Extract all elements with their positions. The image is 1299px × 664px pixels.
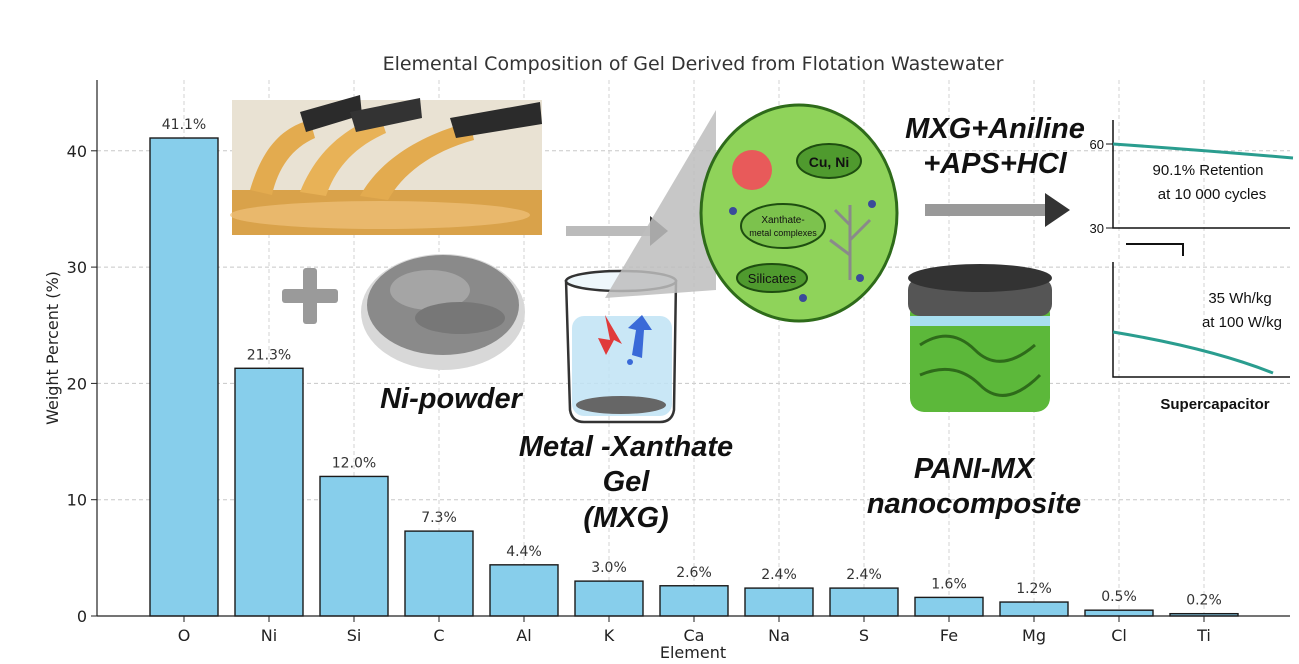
energy-graph: 35 Wh/kg at 100 W/kg Supercapacitor [1112, 262, 1290, 413]
bar-s [829, 587, 899, 617]
x-tick-label-s: S [859, 626, 869, 645]
y-tick-label: 10 [67, 491, 87, 510]
value-labels: 41.1% 21.3% 12.0% 7.3% 4.4% 3.0% 2.6% 2.4% 2.4% 1… [162, 117, 1222, 609]
x-tick-label-c: C [433, 626, 444, 645]
value-label-k: 3.0% [591, 560, 627, 576]
bar-c [404, 530, 474, 617]
value-label-ni: 21.3% [247, 347, 291, 363]
cell-label-silicates: Silicates [748, 271, 797, 286]
x-tick-label-si: Si [347, 626, 362, 645]
x-tick-label-o: O [178, 626, 191, 645]
x-tick-label-mg: Mg [1022, 626, 1046, 645]
bar-series [149, 137, 1239, 617]
retention-tick-30: 30 [1090, 221, 1104, 236]
y-tick-label: 0 [77, 607, 87, 626]
gel-cell-zoom-illustration: Cu, Ni Xanthate- metal complexes Silicat… [605, 103, 899, 323]
value-label-al: 4.4% [506, 544, 542, 560]
x-tick-label-ni: Ni [261, 626, 277, 645]
bar-al [489, 564, 559, 617]
bar-k [574, 580, 644, 617]
mxg-label-line3: (MXG) [583, 501, 669, 534]
value-label-s: 2.4% [846, 567, 882, 583]
mxg-label-line2: Gel [602, 466, 650, 499]
retention-text-line1: 90.1% Retention [1153, 162, 1264, 179]
bar-fe [914, 596, 984, 617]
cell-label-cu-ni: Cu, Ni [809, 154, 849, 170]
cell-label-xanthate-2: metal complexes [749, 228, 817, 238]
x-axis-label: Element [660, 643, 726, 662]
retention-text-line2: at 10 000 cycles [1158, 186, 1266, 203]
supercapacitor-label: Supercapacitor [1160, 396, 1269, 413]
x-tick-label-k: K [604, 626, 615, 645]
x-tick-label-fe: Fe [940, 626, 958, 645]
bar-mg [999, 601, 1069, 617]
y-tick-label: 20 [67, 374, 87, 393]
bar-cl [1084, 609, 1154, 617]
reagents-label-line2: +APS+HCl [923, 148, 1067, 181]
y-ticks: 0 10 20 30 40 [67, 142, 97, 626]
pani-label-line2: nanocomposite [866, 488, 1082, 521]
ni-powder-dish-illustration [361, 254, 525, 370]
value-label-mg: 1.2% [1016, 581, 1052, 597]
pani-gel-jar-illustration [908, 264, 1052, 412]
wastewater-pipes-illustration [230, 95, 542, 235]
reagents-label-line1: MXG+Aniline [905, 113, 1085, 145]
value-label-ti: 0.2% [1186, 593, 1222, 609]
arrow-to-pani-icon [925, 193, 1070, 227]
value-label-na: 2.4% [761, 567, 797, 583]
plus-icon [282, 268, 338, 324]
mxg-label-line1: Metal -Xanthate [518, 431, 734, 463]
x-tick-label-na: Na [768, 626, 790, 645]
value-label-fe: 1.6% [931, 576, 967, 592]
mxg-label: Metal -Xanthate Gel (MXG) [488, 430, 764, 536]
step-connector-icon [1126, 243, 1184, 256]
pani-label: PANI-MX nanocomposite [848, 452, 1100, 523]
x-tick-label-al: Al [516, 626, 531, 645]
x-tick-label-cl: Cl [1111, 626, 1127, 645]
bar-o [149, 137, 219, 617]
value-label-si: 12.0% [332, 455, 376, 471]
bar-na [744, 587, 814, 617]
ni-powder-label: Ni-powder [380, 383, 522, 415]
cell-label-xanthate-1: Xanthate- [761, 215, 804, 226]
energy-text-line2: at 100 W/kg [1202, 314, 1282, 331]
pani-label-line1: PANI-MX [913, 453, 1035, 485]
value-label-c: 7.3% [421, 510, 457, 526]
energy-text-line1: 35 Wh/kg [1208, 290, 1271, 307]
bar-si [319, 475, 389, 617]
x-tick-label-ca: Ca [684, 626, 705, 645]
y-tick-label: 30 [67, 258, 87, 277]
chart-title: Elemental Composition of Gel Derived fro… [383, 53, 1004, 75]
retention-graph: 60 30 90.1% Retention at 10 000 cycles [1090, 120, 1294, 236]
y-tick-label: 40 [67, 142, 87, 161]
y-axis-label: Weight Percent (%) [43, 271, 62, 425]
value-label-cl: 0.5% [1101, 589, 1137, 605]
x-ticks: O Ni Si C Al K Ca Na S Fe Mg Cl Ti [178, 616, 1211, 645]
value-label-o: 41.1% [162, 117, 206, 133]
reagents-label: MXG+Aniline +APS+HCl [895, 112, 1095, 183]
x-tick-label-ti: Ti [1196, 626, 1211, 645]
retention-tick-60: 60 [1090, 137, 1104, 152]
value-label-ca: 2.6% [676, 565, 712, 581]
bar-ca [659, 585, 729, 617]
bar-ni [234, 367, 304, 617]
